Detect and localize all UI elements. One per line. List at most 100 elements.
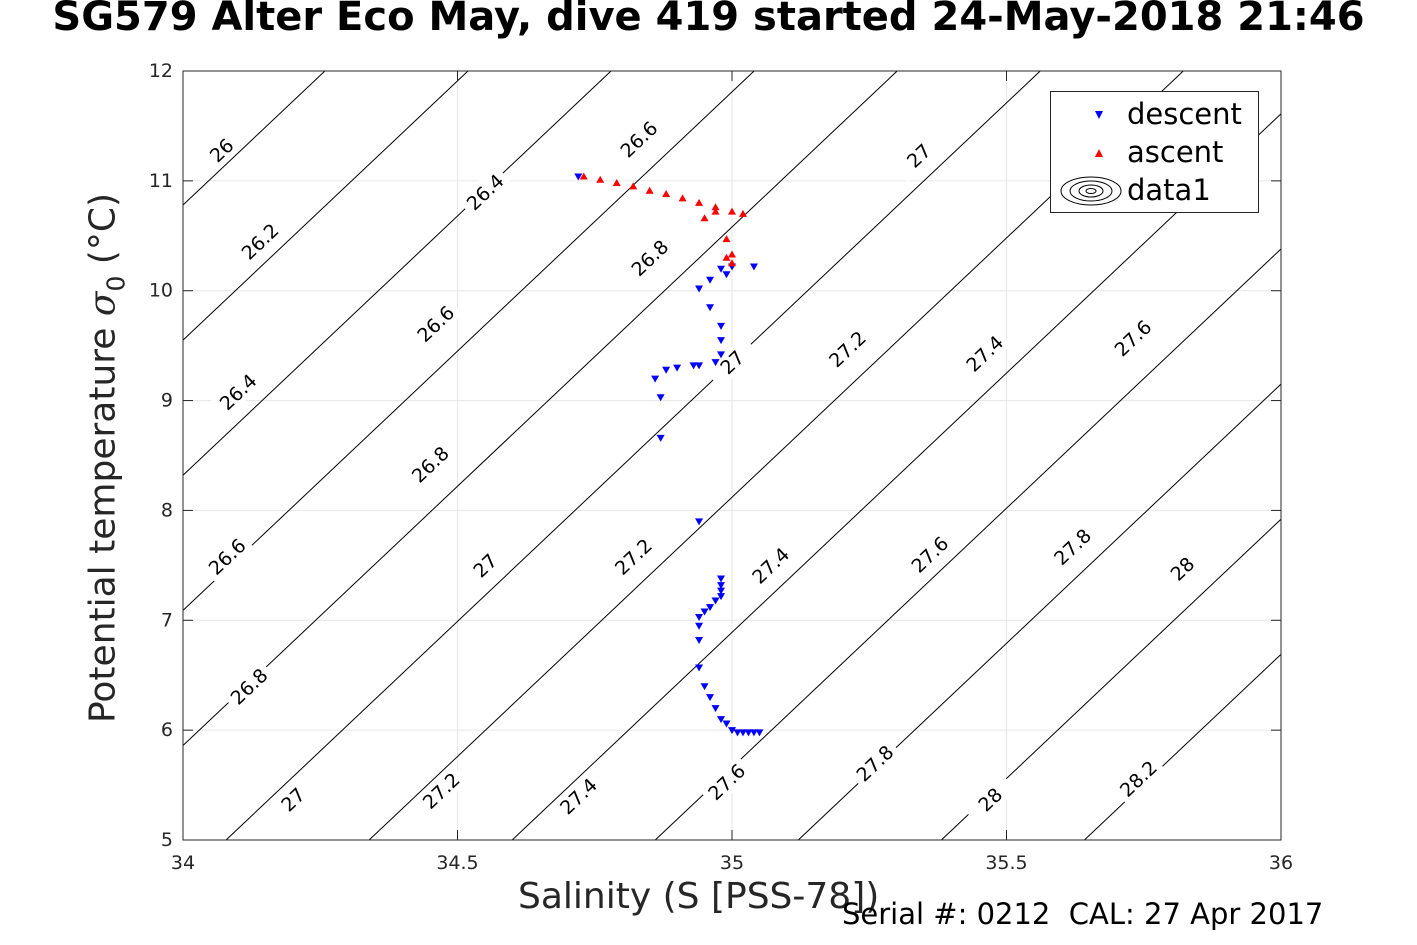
ascent-point [728,250,736,258]
ascent-point [738,209,747,217]
ascent-point [695,198,704,206]
contour-label-bg [1105,311,1160,365]
y-tick-label: 10 [149,280,173,302]
descent-point [722,720,731,728]
legend-label-ascent: ascent [1127,135,1224,169]
contour-label-bg [413,763,469,818]
legend-label-descent: descent [1127,97,1242,131]
legend-entry-data1: data1 [1051,173,1258,209]
descent-point [695,285,704,293]
isopycnal-line [182,70,755,611]
descent-point [689,362,698,370]
legend-entry-descent: descent [1051,97,1258,133]
ascent-point [678,194,687,202]
descent-point [706,276,715,284]
descent-point [700,608,709,616]
contour-label-bg [891,129,946,183]
descent-marker-icon [1095,111,1103,119]
descent-point [695,613,704,621]
contour-label-bg [957,326,1012,380]
descent-point [717,582,726,590]
descent-point [711,597,720,605]
contour-label-bg [962,772,1018,826]
axes: 34 34.5 35 35.5 36 5 6 7 8 9 10 11 12 [149,60,1293,874]
contour-lines [182,70,1282,841]
isopycnal-line [182,70,898,746]
ascent-point [700,214,709,222]
contour-label-bg [1155,542,1210,596]
isopycnal-line [182,70,612,476]
contour-label-bg [699,755,754,809]
legend: descent ascent data1 [1050,91,1259,213]
x-tick-label: 35 [720,852,744,874]
descent-point [711,359,720,367]
descent-point [733,729,742,737]
y-axis-label: Potential temperature σ0 (°C) [83,193,131,723]
y-tick-label: 8 [161,499,173,521]
x-tick-label: 34.5 [436,852,478,874]
descent-point [717,716,726,724]
descent-point [695,664,704,672]
isopycnal-line [182,70,326,206]
descent-point [695,518,704,526]
contour-label-bg [743,538,798,592]
y-tick-label: 6 [161,719,173,741]
legend-label-data1: data1 [1127,173,1211,207]
y-tick-label: 11 [149,170,173,192]
ascent-point [722,253,731,261]
descent-point [717,265,726,273]
ascent-point [579,172,588,180]
descent-point [706,604,715,612]
ascent-point [711,207,720,215]
descent-point [717,575,726,583]
ascent-point [662,190,671,198]
descent-point [700,683,709,691]
ascent-point [629,182,638,190]
contour-label-bg [551,769,606,823]
ascent-point [645,186,654,194]
x-tick-label: 36 [1269,852,1293,874]
contour-label-bg [457,165,513,219]
serial-calibration-text: Serial #: 0212 CAL: 27 Apr 2017 [842,897,1324,931]
descent-point [695,362,704,370]
contour-label-bg [457,538,513,592]
chart-title: SG579 Alter Eco May, dive 419 started 24… [52,0,1365,40]
descent-point [717,351,726,359]
descent-point [574,173,583,181]
y-tick-label: 5 [161,829,173,851]
descent-point [717,337,726,345]
contour-label-bg [408,297,463,351]
descent-point [711,705,720,713]
isopycnal-line [182,70,469,341]
contour-label-bg [232,214,288,268]
contour-label-bg [402,437,458,491]
descent-point [717,587,726,595]
ascent-point [728,207,736,215]
descent-point [706,694,715,702]
contour-label-bg [902,527,957,581]
ascent-point [711,203,720,211]
data-series [574,172,764,737]
descent-point [717,322,726,330]
contour-label-bg [199,529,255,584]
y-tick-label: 7 [161,609,173,631]
isopycnal-line [225,70,1041,841]
contour-label-bg [194,123,249,177]
ascent-point [728,259,736,267]
descent-point [656,394,665,402]
contour-label-bg [847,736,902,790]
descent-point [673,364,682,372]
descent-point [656,434,665,442]
contour-label-bg [622,231,677,285]
contour-label-bg [606,529,661,584]
descent-point [662,366,671,374]
isopycnal-line [368,70,1184,841]
contour-label: 27.6 [1105,311,1160,365]
ascent-marker-icon [1095,149,1103,157]
isopycnal-line [1084,653,1282,841]
contour-label-bg [820,322,875,376]
contour-label-bg [210,365,266,419]
descent-point [728,727,736,735]
descent-point [651,375,660,383]
